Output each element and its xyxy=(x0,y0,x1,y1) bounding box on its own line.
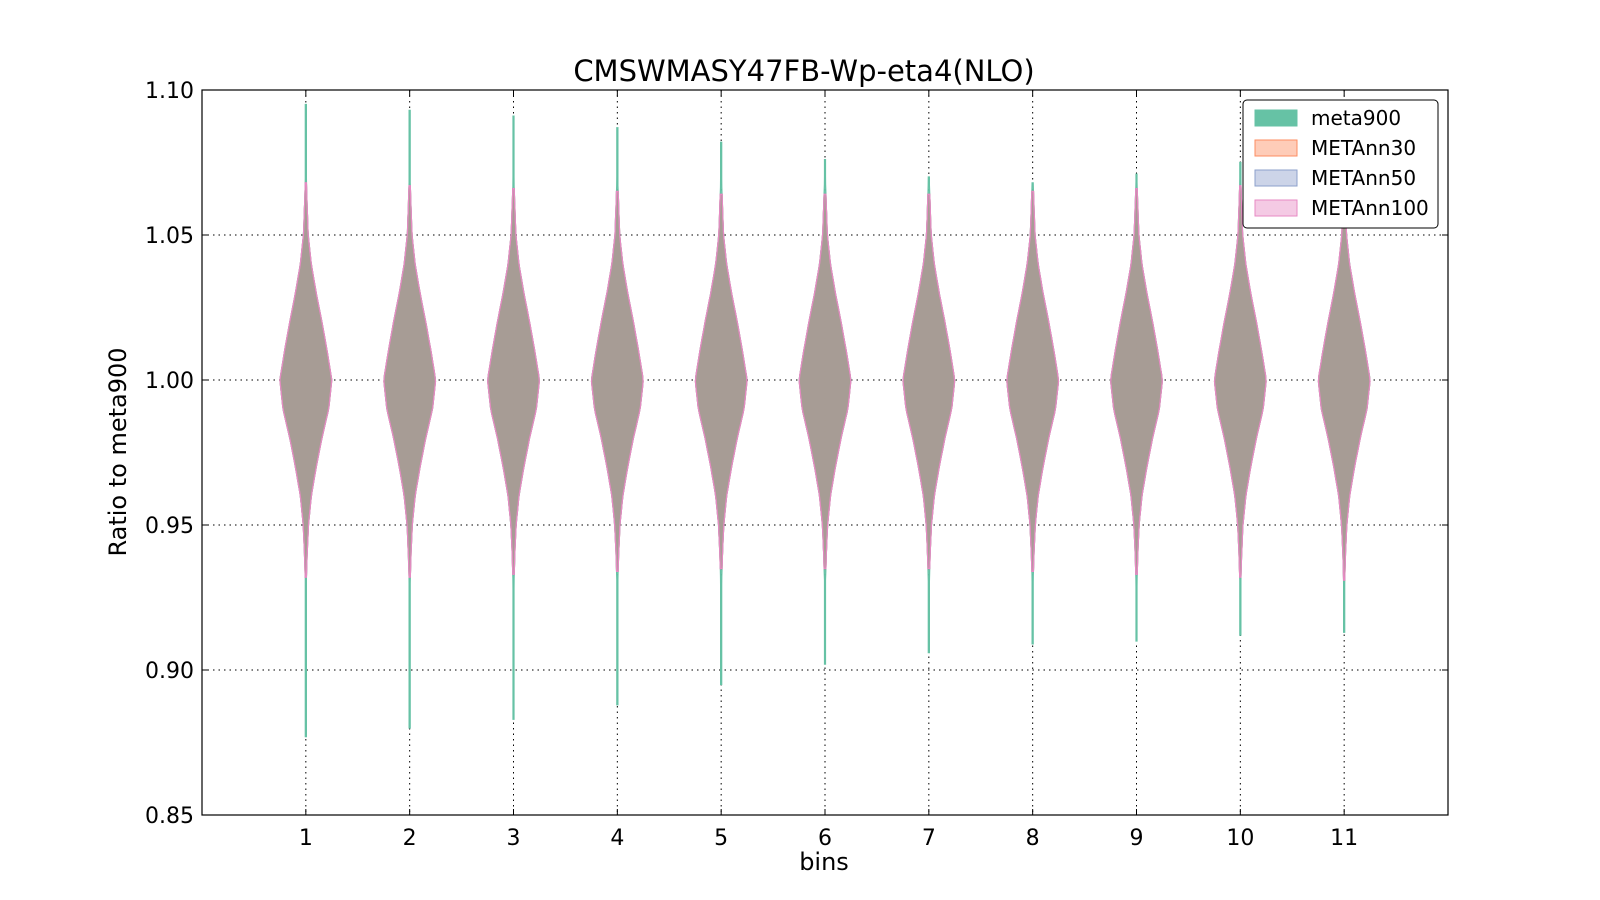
x-tick-label: 6 xyxy=(818,826,832,851)
legend-label-METAnn30: METAnn30 xyxy=(1311,136,1416,160)
x-tick-label: 3 xyxy=(507,826,521,851)
violin-METAnn100-bin-10 xyxy=(1213,185,1267,578)
x-tick-label: 9 xyxy=(1130,826,1144,851)
violin-METAnn100-bin-6 xyxy=(798,193,852,570)
violin-METAnn100-bin-4 xyxy=(590,190,644,572)
y-tick-label: 0.95 xyxy=(145,514,194,539)
y-axis: 0.85 0.90 0.95 1.00 1.05 1.10 xyxy=(145,79,1448,829)
legend-swatch-METAnn50 xyxy=(1254,169,1298,187)
x-tick-label: 8 xyxy=(1026,826,1040,851)
legend-box xyxy=(1242,99,1439,229)
x-axis: 1 2 3 4 5 6 7 8 9 10 11 xyxy=(299,90,1358,851)
violin-METAnn100-bin-3 xyxy=(487,188,540,575)
x-tick-label: 11 xyxy=(1330,826,1358,851)
chart-title: CMSWMASY47FB-Wp-eta4(NLO) xyxy=(573,54,1034,88)
legend-label-METAnn50: METAnn50 xyxy=(1311,166,1416,190)
x-tick-label: 5 xyxy=(714,826,728,851)
violins xyxy=(279,103,1371,738)
violin-METAnn100-bin-5 xyxy=(694,193,748,570)
x-axis-title: bins xyxy=(799,848,849,876)
legend-swatch-meta900 xyxy=(1254,109,1298,127)
violin-METAnn100-bin-9 xyxy=(1110,188,1163,575)
violin-METAnn100-bin-2 xyxy=(383,185,437,578)
violin-METAnn100-bin-7 xyxy=(902,193,956,570)
y-tick-label: 1.10 xyxy=(145,79,194,104)
x-tick-label: 10 xyxy=(1226,826,1254,851)
y-tick-label: 1.00 xyxy=(145,369,194,394)
x-tick-label: 1 xyxy=(299,826,313,851)
legend-swatch-METAnn30 xyxy=(1254,139,1298,157)
violin-METAnn100-bin-8 xyxy=(1006,190,1060,572)
legend-label-meta900: meta900 xyxy=(1311,106,1401,130)
legend: meta900 METAnn30 METAnn50 METAnn100 xyxy=(1242,99,1439,229)
y-tick-label: 0.85 xyxy=(145,804,194,829)
y-axis-title: Ratio to meta900 xyxy=(104,347,132,556)
x-tick-label: 4 xyxy=(610,826,624,851)
legend-swatch-METAnn100 xyxy=(1254,199,1298,217)
legend-label-METAnn100: METAnn100 xyxy=(1311,196,1429,220)
y-tick-label: 1.05 xyxy=(145,224,194,249)
x-tick-label: 2 xyxy=(403,826,417,851)
violin-METAnn100-bin-1 xyxy=(279,182,333,578)
y-tick-label: 0.90 xyxy=(145,659,194,684)
x-tick-label: 7 xyxy=(922,826,936,851)
